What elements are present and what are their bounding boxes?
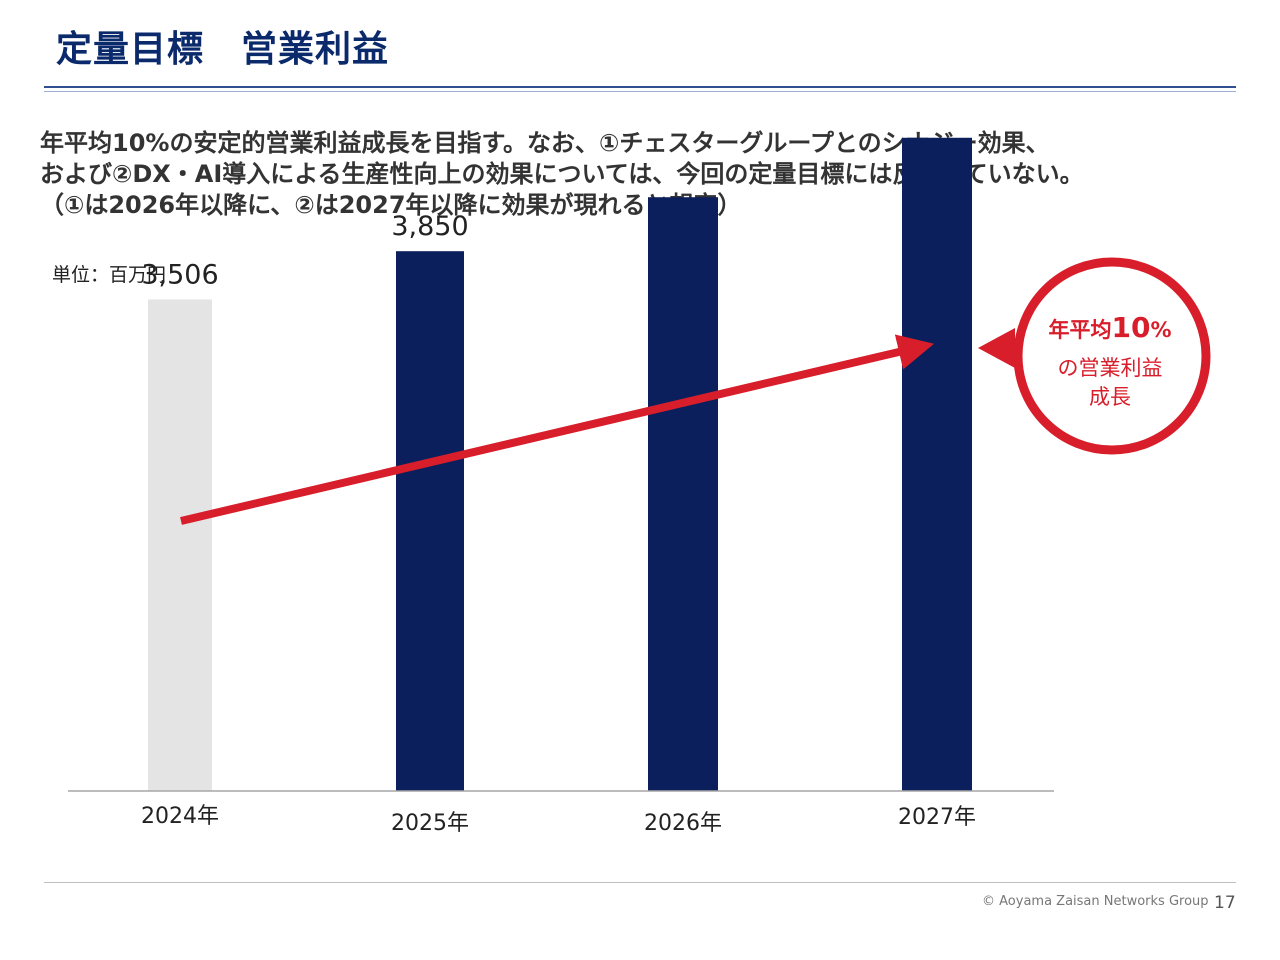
title-divider-thin	[44, 91, 1236, 92]
unit-label: 単位：百万円	[52, 264, 167, 286]
callout-line-3: 成長	[1089, 385, 1131, 409]
bar-2024年	[148, 299, 212, 791]
title-divider	[44, 86, 1236, 88]
bar-2025年	[396, 251, 464, 791]
page-title: 定量目標 営業利益	[56, 29, 390, 70]
data-label: 3,506	[141, 259, 218, 290]
x-tick-label: 2027年	[898, 805, 976, 830]
lead-line-1: 年平均10%の安定的営業利益成長を目指す。なお、①チェスターグループとのシナジー…	[40, 129, 1050, 157]
callout-circle	[1013, 257, 1211, 455]
growth-callout: 年平均10% の営業利益 成長	[978, 257, 1211, 455]
callout-line-2: の営業利益	[1058, 356, 1163, 380]
copyright-text: © Aoyama Zaisan Networks Group	[982, 894, 1209, 909]
x-tick-label: 2026年	[644, 811, 722, 836]
x-tick-label: 2025年	[391, 811, 469, 836]
lead-line-3: （①は2026年以降に、②は2027年以降に効果が現れると想定）	[40, 191, 742, 219]
page-number: 17	[1214, 893, 1236, 913]
x-tick-label: 2024年	[141, 804, 219, 829]
bar-2027年	[902, 137, 972, 791]
bar-2026年	[648, 197, 718, 791]
trend-arrow	[180, 334, 935, 525]
footer-divider	[44, 882, 1236, 883]
data-label: 3,850	[391, 211, 468, 242]
callout-pointer	[978, 328, 1015, 368]
callout-line-1: 年平均10%	[1048, 311, 1171, 344]
